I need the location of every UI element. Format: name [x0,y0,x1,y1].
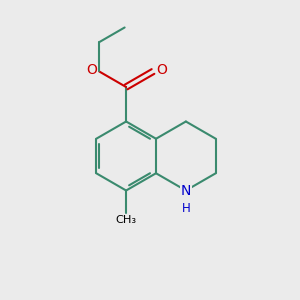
Text: O: O [157,63,167,77]
Text: CH₃: CH₃ [116,215,137,225]
Text: H: H [182,202,190,215]
Text: O: O [86,63,97,77]
Text: N: N [181,184,191,197]
